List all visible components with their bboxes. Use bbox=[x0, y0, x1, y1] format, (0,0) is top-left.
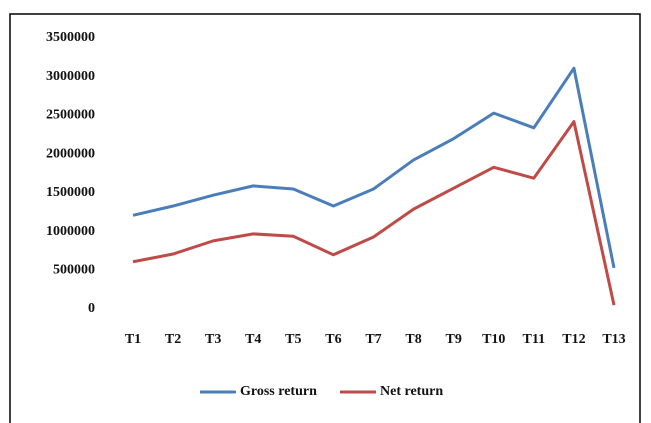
x-tick-label: T1 bbox=[125, 332, 141, 347]
x-tick-label: T6 bbox=[325, 332, 341, 347]
y-tick-label: 0 bbox=[88, 301, 95, 316]
data-line bbox=[132, 120, 616, 306]
x-tick-label: T12 bbox=[562, 332, 585, 347]
y-tick-label: 1000000 bbox=[46, 224, 95, 239]
x-tick-label: T11 bbox=[523, 332, 546, 347]
y-tick-label: 3000000 bbox=[46, 69, 95, 84]
y-tick-label: 1500000 bbox=[46, 185, 95, 200]
y-tick-label: 2500000 bbox=[46, 108, 95, 123]
x-tick-label: T4 bbox=[245, 332, 261, 347]
legend-label: Gross return bbox=[240, 384, 317, 399]
y-tick-label: 500000 bbox=[53, 263, 95, 278]
x-tick-label: T3 bbox=[205, 332, 221, 347]
x-tick-label: T10 bbox=[482, 332, 505, 347]
legend-label: Net return bbox=[380, 384, 443, 399]
x-tick-label: T7 bbox=[365, 332, 381, 347]
chart-border bbox=[9, 13, 641, 423]
y-tick-label: 2000000 bbox=[46, 146, 95, 161]
x-tick-label: T2 bbox=[165, 332, 181, 347]
x-tick-label: T5 bbox=[285, 332, 301, 347]
x-tick-label: T8 bbox=[405, 332, 421, 347]
x-tick-label: T9 bbox=[445, 332, 461, 347]
x-tick-label: T13 bbox=[602, 332, 625, 347]
y-tick-label: 3500000 bbox=[46, 30, 95, 45]
data-line bbox=[132, 66, 616, 269]
